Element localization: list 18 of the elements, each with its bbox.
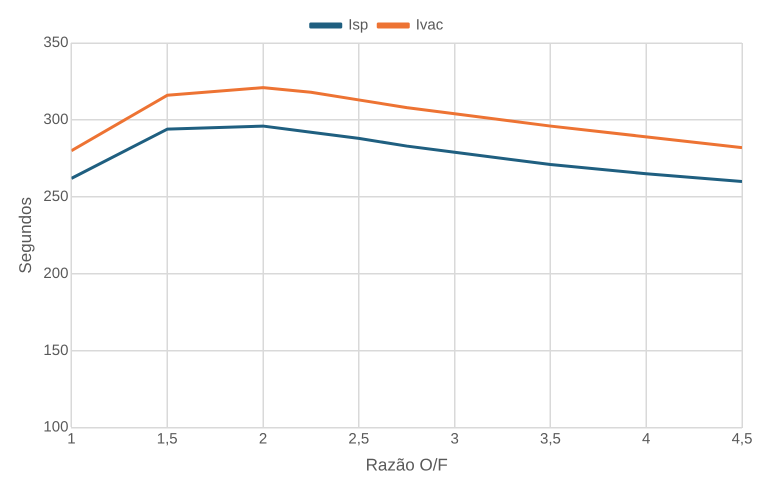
y-tick-label: 350 [43, 34, 68, 52]
x-tick-label: 4,5 [732, 430, 752, 448]
y-axis-title: Segundos [16, 197, 35, 274]
x-tick-label: 2 [258, 430, 268, 448]
legend-label: Isp [348, 16, 368, 34]
x-axis-title: Razão O/F [366, 455, 448, 474]
x-tick-label: 1 [67, 430, 76, 448]
y-tick-label: 200 [43, 264, 68, 282]
y-tick-label: 150 [43, 342, 68, 359]
x-tick-label: 2,5 [348, 430, 370, 448]
legend-label: Ivac [416, 16, 444, 34]
x-tick-label: 3 [450, 430, 459, 448]
y-tick-label: 100 [43, 418, 68, 436]
x-tick-label: 3,5 [540, 430, 561, 448]
y-tick-label: 300 [43, 111, 68, 128]
x-tick-label: 4 [642, 430, 650, 448]
y-tick-label: 250 [43, 188, 68, 205]
x-tick-label: 1,5 [156, 430, 178, 448]
